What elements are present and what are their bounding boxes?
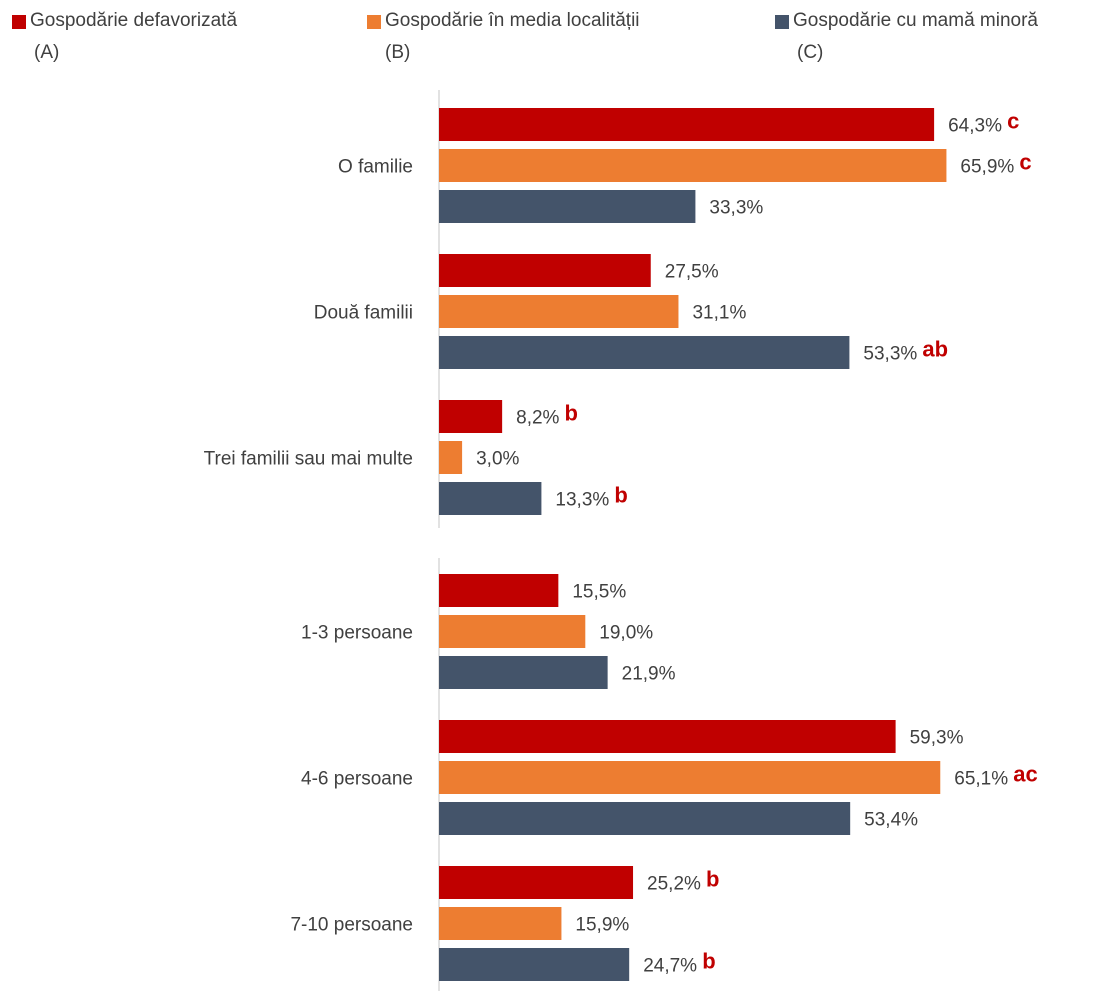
data-label: 53,4% <box>864 810 918 831</box>
bar <box>439 761 941 794</box>
category-label: 4-6 persoane <box>301 769 413 790</box>
data-label: 13,3% <box>555 490 609 511</box>
legend-code-c: (C) <box>797 42 824 63</box>
data-label: 65,9% <box>960 157 1014 178</box>
data-label: 31,1% <box>692 303 746 324</box>
significance-label: c <box>1019 150 1031 175</box>
significance-label: ac <box>1013 762 1037 787</box>
significance-label: b <box>702 949 715 974</box>
significance-label: ab <box>922 337 948 362</box>
data-label: 25,2% <box>647 874 701 895</box>
significance-label: b <box>706 867 719 892</box>
bar <box>439 866 634 899</box>
data-label: 53,3% <box>863 344 917 365</box>
legend-code-b: (B) <box>385 42 411 63</box>
data-label: 21,9% <box>622 664 676 685</box>
data-label: 59,3% <box>910 728 964 749</box>
data-label: 33,3% <box>709 198 763 219</box>
category-label: O familie <box>338 157 413 178</box>
significance-label: b <box>565 401 578 426</box>
data-label: 65,1% <box>954 769 1008 790</box>
bar <box>439 802 851 835</box>
bar <box>439 295 679 328</box>
bar <box>439 720 896 753</box>
legend-swatch-a <box>12 15 26 29</box>
legend-label-c: Gospodărie cu mamă minoră <box>793 10 1038 31</box>
bar <box>439 441 463 474</box>
category-label: 7-10 persoane <box>290 915 413 936</box>
bar <box>439 615 586 648</box>
legend-swatch-b <box>367 15 381 29</box>
data-label: 3,0% <box>476 449 519 470</box>
legend-code-a: (A) <box>34 42 60 63</box>
data-label: 8,2% <box>516 408 559 429</box>
data-label: 24,7% <box>643 956 697 977</box>
significance-label: b <box>614 483 627 508</box>
category-label: 1-3 persoane <box>301 623 413 644</box>
bar <box>439 574 559 607</box>
bar <box>439 190 696 223</box>
legend-swatch-c <box>775 15 789 29</box>
bar <box>439 948 630 981</box>
bar <box>439 656 608 689</box>
data-label: 64,3% <box>948 116 1002 137</box>
bar <box>439 108 935 141</box>
bar <box>439 336 850 369</box>
bar <box>439 254 651 287</box>
bar <box>439 149 947 182</box>
chart-legend: Gospodărie defavorizată (A) Gospodărie î… <box>0 6 1114 70</box>
category-label: Trei familii sau mai multe <box>204 449 413 470</box>
category-label: Două familii <box>314 303 413 324</box>
data-label: 15,5% <box>572 582 626 603</box>
significance-label: c <box>1007 109 1019 134</box>
data-label: 27,5% <box>665 262 719 283</box>
bar <box>439 400 503 433</box>
bar <box>439 482 542 515</box>
legend-label-b: Gospodărie în media localității <box>385 10 640 31</box>
data-label: 19,0% <box>599 623 653 644</box>
legend-label-a: Gospodărie defavorizată <box>30 10 238 31</box>
data-label: 15,9% <box>575 915 629 936</box>
bar <box>439 907 562 940</box>
